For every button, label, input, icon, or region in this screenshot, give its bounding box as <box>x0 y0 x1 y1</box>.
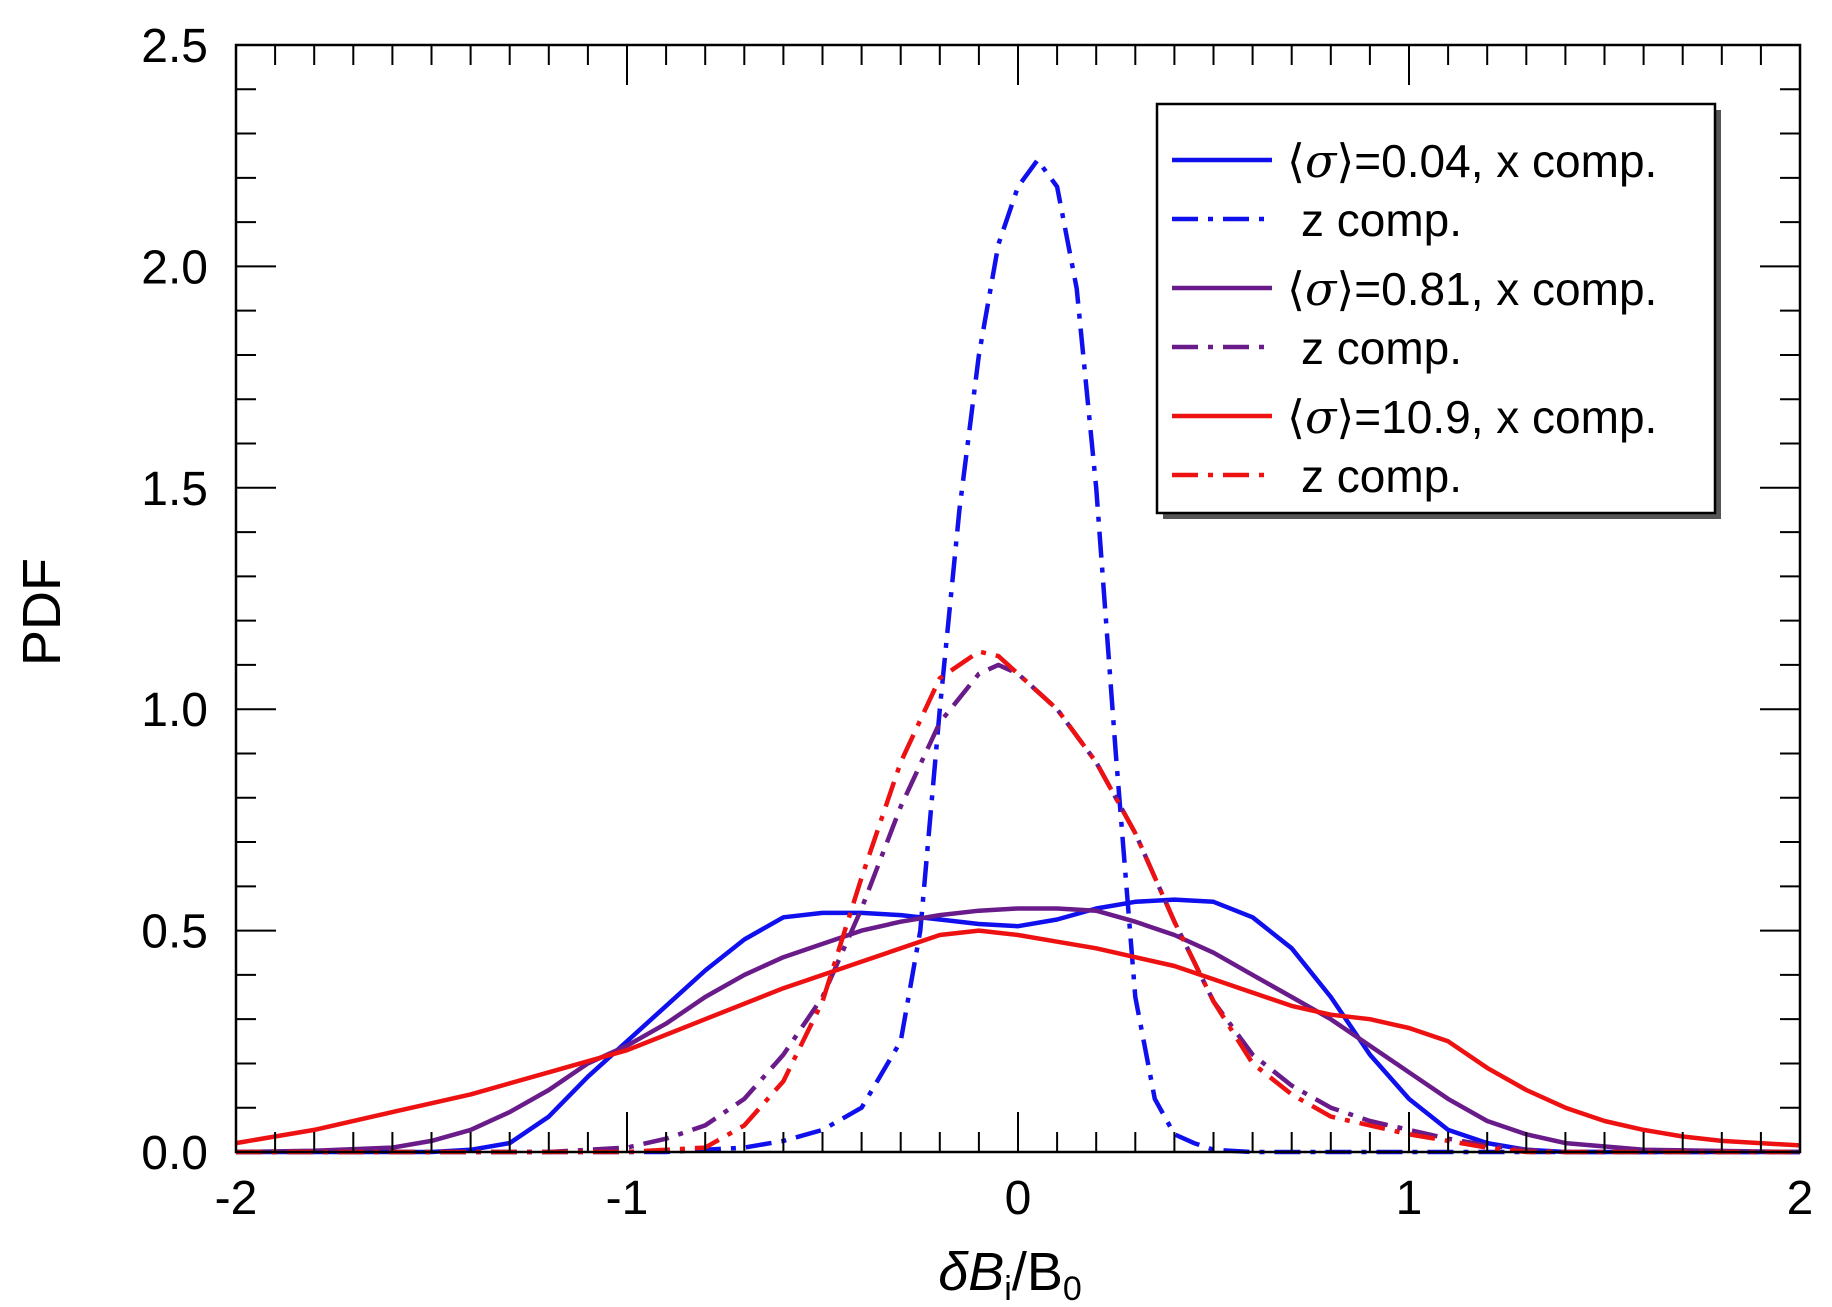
y-tick-label: 2.5 <box>141 20 208 73</box>
x-axis-title-main: δB <box>938 1242 1004 1302</box>
x-tick-label: 2 <box>1787 1172 1814 1225</box>
series-line-2 <box>236 157 1800 1155</box>
y-tick-label: 1.0 <box>141 684 208 737</box>
series-line-6 <box>236 649 1800 1155</box>
x-tick-label: 0 <box>1005 1172 1032 1225</box>
x-tick-label: -2 <box>215 1172 258 1225</box>
legend-swatches <box>1172 157 1272 478</box>
legend-label-6: z comp. <box>1301 450 1462 502</box>
tick-label-layer: -2 -1 0 1 2 0.0 0.5 1.0 1.5 2.0 2.5 <box>141 20 1813 1225</box>
legend-label-3: ⟨σ⟩=0.81, x comp. <box>1287 262 1657 316</box>
legend-label-2: z comp. <box>1301 194 1462 246</box>
y-axis-title: PDF <box>12 558 72 666</box>
series-layer <box>235 157 1801 1155</box>
legend: ⟨σ⟩=0.04, x comp. z comp. ⟨σ⟩=0.81, x co… <box>1155 102 1721 519</box>
x-axis-title-sub1: i <box>1004 1270 1012 1307</box>
x-axis-title-slash: /B <box>1012 1242 1063 1302</box>
legend-label-4: z comp. <box>1301 322 1462 374</box>
x-axis-title-sub2: 0 <box>1063 1270 1082 1307</box>
y-tick-label: 1.5 <box>141 463 208 516</box>
series-line-5 <box>235 928 1801 1148</box>
x-axis-title: δBi/B0 <box>938 1242 1082 1307</box>
legend-label-5: ⟨σ⟩=10.9, x comp. <box>1287 390 1657 444</box>
y-tick-label: 2.0 <box>141 241 208 294</box>
legend-box <box>1155 102 1717 515</box>
series-line-1 <box>236 897 1800 1155</box>
x-tick-label: 1 <box>1396 1172 1423 1225</box>
x-tick-label: -1 <box>606 1172 649 1225</box>
plot-frame <box>234 43 1802 1154</box>
legend-label-1: ⟨σ⟩=0.04, x comp. <box>1287 134 1657 188</box>
y-tick-label: 0.5 <box>141 906 208 959</box>
series-line-3 <box>235 906 1801 1155</box>
y-tick-label: 0.0 <box>141 1127 208 1180</box>
